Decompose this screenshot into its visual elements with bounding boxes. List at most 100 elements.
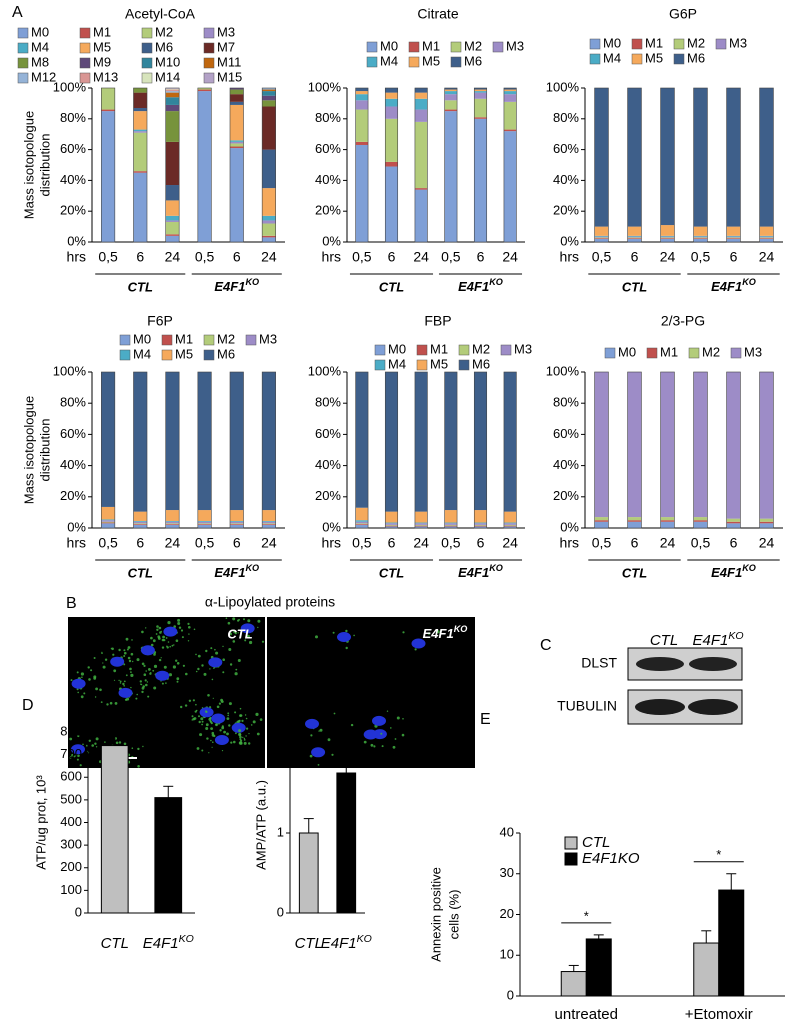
y-axis-label: ATP/ug prot, 10³ [33, 775, 48, 870]
x-tick-label: 6 [388, 249, 396, 265]
speck [221, 725, 224, 728]
y-tick-label: 60% [60, 141, 86, 156]
x-tick-label: 24 [261, 249, 277, 265]
speck [175, 639, 179, 642]
bar-segment [594, 372, 609, 518]
bar-segment [726, 236, 741, 238]
bar-segment [133, 132, 148, 172]
bar-segment [726, 521, 741, 524]
bar-segment [660, 88, 675, 226]
speck [219, 729, 222, 732]
speck [187, 640, 190, 642]
speck [201, 749, 204, 752]
bar-segment [355, 100, 369, 110]
bar-segment [385, 92, 398, 99]
bar-segment [262, 88, 276, 90]
legend-swatch [688, 347, 700, 359]
bar-segment [594, 238, 609, 239]
speck [150, 643, 154, 647]
speck [207, 694, 210, 697]
speck [101, 652, 103, 654]
speck [214, 648, 216, 651]
legend-swatch [141, 42, 153, 54]
y-tick-label: 40% [60, 457, 86, 472]
bar-segment [474, 510, 487, 523]
y-tick-label: 20 [500, 906, 514, 921]
speck [167, 621, 171, 625]
speck [187, 622, 190, 626]
speck [77, 691, 79, 694]
speck [315, 635, 318, 639]
speck [73, 755, 76, 758]
bar-outline [473, 87, 488, 243]
legend-swatch [673, 38, 685, 50]
x-tick-label: 0,5 [352, 535, 372, 551]
group-label: E4F1KO [214, 563, 259, 580]
speck [153, 686, 157, 690]
legend-swatch [366, 41, 378, 53]
speck [333, 712, 336, 715]
bar-segment [693, 520, 708, 522]
legend-swatch [564, 852, 578, 866]
speck [243, 618, 245, 621]
x-tick-label: 0,5 [691, 535, 711, 551]
bar-segment [101, 521, 115, 523]
speck [143, 673, 147, 676]
bar-segment [355, 88, 369, 92]
speck [169, 645, 171, 648]
speck [131, 747, 134, 749]
bar-outline [726, 371, 741, 529]
y-tick-label: 2 [277, 744, 284, 759]
bar-segment [229, 146, 244, 149]
bar-segment [133, 520, 148, 522]
bar-segment [133, 88, 148, 93]
speck [257, 626, 259, 629]
speck [142, 745, 144, 748]
x-tick-label: 0,5 [592, 249, 612, 265]
group-label-sup: KO [489, 277, 503, 287]
speck [228, 724, 231, 727]
bar-outline [594, 87, 609, 243]
speck [95, 737, 99, 741]
bar-segment [165, 372, 180, 511]
speck [163, 665, 167, 669]
bar-segment [165, 104, 180, 112]
speck [255, 712, 259, 717]
bar-segment [693, 236, 708, 238]
y-tick-label: 100 [60, 882, 82, 897]
y-tick-label: 200 [60, 859, 82, 874]
group-label: CTL [128, 279, 153, 294]
speck [114, 702, 118, 705]
bar-segment [197, 89, 212, 92]
speck [205, 723, 209, 727]
speck [257, 619, 261, 623]
speck [146, 681, 149, 683]
speck [191, 715, 194, 718]
speck [157, 635, 161, 639]
significance-label: * [584, 908, 589, 923]
bar-outline [355, 87, 369, 243]
bar-segment [385, 511, 398, 523]
speck [155, 633, 158, 635]
speck [158, 626, 162, 630]
speck [102, 665, 106, 669]
bar-segment [262, 106, 276, 150]
bar-segment [165, 92, 180, 98]
bar-segment [503, 372, 517, 512]
bar-segment [229, 524, 244, 528]
y-tick-label: 100% [53, 79, 87, 94]
bar-segment [627, 238, 642, 239]
bar-outline [355, 371, 369, 529]
blot-band [636, 657, 684, 671]
bar-segment [594, 235, 609, 237]
legend-label: M7 [217, 39, 235, 54]
bar-segment [414, 524, 428, 526]
speck [177, 618, 181, 622]
bar-segment [503, 91, 517, 95]
bar-segment [726, 523, 741, 528]
legend-label: M5 [422, 53, 440, 68]
speck [123, 742, 127, 746]
bar-segment [385, 522, 398, 524]
bar-segment [355, 372, 369, 508]
